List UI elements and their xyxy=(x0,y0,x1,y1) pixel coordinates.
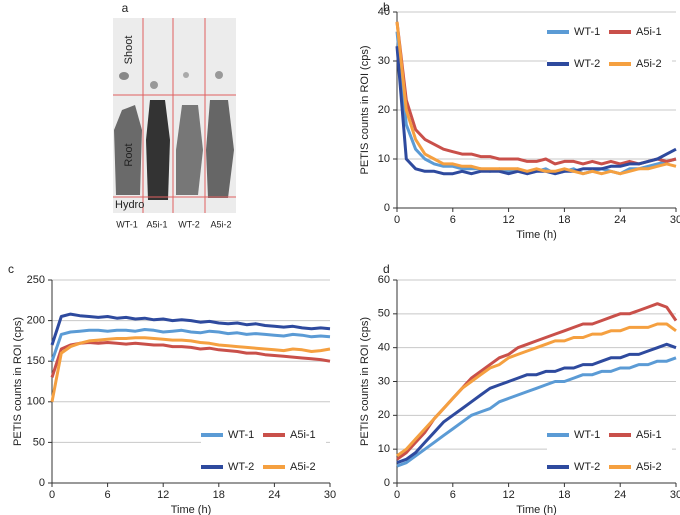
x-tick-label: 24 xyxy=(268,489,280,501)
panel-label: d xyxy=(383,262,390,276)
legend-label: WT-1 xyxy=(228,429,254,441)
y-tick-label: 200 xyxy=(27,315,45,327)
legend-label: A5i-1 xyxy=(636,26,662,38)
series-line xyxy=(50,341,331,378)
legend-label: A5i-2 xyxy=(290,461,316,473)
panel-label: c xyxy=(8,262,14,276)
x-tick-label: 0 xyxy=(49,489,55,501)
x-tick-label: 24 xyxy=(614,214,626,226)
x-tick-label: 30 xyxy=(324,489,336,501)
chart: d 0 10 20 30 40 50 60 0 6 12 18 24 30 Time (h) PETIS co… xyxy=(359,262,680,515)
series-line xyxy=(395,21,677,176)
x-tick-label: 6 xyxy=(105,489,111,501)
image-panel: a Shoot Root Hydro WT-1 A5i-1 WT-2 A5i-2 xyxy=(113,1,236,229)
series-line xyxy=(395,46,677,176)
y-tick-label: 60 xyxy=(378,274,390,286)
x-tick-label: 12 xyxy=(502,214,514,226)
x-axis-label: Time (h) xyxy=(516,229,557,241)
legend-label: A5i-1 xyxy=(290,429,316,441)
x-tick-label: 18 xyxy=(558,489,570,501)
y-tick-label: 0 xyxy=(384,477,390,489)
x-axis-label: Time (h) xyxy=(516,504,557,515)
x-tick-label: 0 xyxy=(394,489,400,501)
blob xyxy=(119,72,129,80)
lane-label: A5i-1 xyxy=(146,219,167,229)
y-tick-label: 30 xyxy=(378,55,390,67)
x-tick-label: 12 xyxy=(157,489,169,501)
y-tick-label: 40 xyxy=(378,342,390,354)
lane-label: A5i-2 xyxy=(210,219,231,229)
y-tick-label: 10 xyxy=(378,153,390,165)
blob xyxy=(183,72,189,78)
x-tick-label: 6 xyxy=(450,214,456,226)
series-line xyxy=(50,312,331,346)
y-axis-label: PETIS counts in ROI (cps) xyxy=(359,46,371,175)
panel-label: b xyxy=(383,0,390,14)
legend-label: WT-2 xyxy=(228,461,254,473)
x-tick-label: 30 xyxy=(670,214,680,226)
lane-label: WT-2 xyxy=(178,219,200,229)
legend-label: A5i-1 xyxy=(636,429,662,441)
chart: b 0 10 20 30 40 0 6 12 18 24 30 Time (h) PETIS counts… xyxy=(359,0,680,241)
y-tick-label: 50 xyxy=(378,308,390,320)
x-tick-label: 30 xyxy=(670,489,680,501)
legend-label: A5i-2 xyxy=(636,58,662,70)
series-line xyxy=(396,322,677,458)
panel-label: a xyxy=(122,1,129,15)
y-tick-label: 150 xyxy=(27,355,45,367)
y-tick-label: 40 xyxy=(378,6,390,18)
chart: c 0 50 100 150 200 250 0 6 12 18 24 30 Time (h) PETIS … xyxy=(8,262,336,515)
region-label: Hydro xyxy=(115,199,144,211)
lane-label: WT-1 xyxy=(116,219,138,229)
legend-label: WT-2 xyxy=(574,58,600,70)
region-label: Shoot xyxy=(123,36,135,65)
root-blob xyxy=(114,105,142,195)
x-tick-label: 0 xyxy=(394,214,400,226)
y-tick-label: 50 xyxy=(33,436,45,448)
x-axis-label: Time (h) xyxy=(171,504,212,515)
root-blob xyxy=(146,100,170,200)
series-line xyxy=(396,342,677,465)
y-axis-label: PETIS counts in ROI (cps) xyxy=(359,317,371,446)
x-tick-label: 24 xyxy=(614,489,626,501)
blob xyxy=(215,71,223,79)
legend-label: WT-1 xyxy=(574,26,600,38)
region-label: Root xyxy=(123,143,135,166)
blob xyxy=(150,81,158,89)
y-tick-label: 0 xyxy=(384,202,390,214)
series-line xyxy=(50,328,331,362)
y-tick-label: 100 xyxy=(27,396,45,408)
y-tick-label: 0 xyxy=(39,477,45,489)
y-axis-label: PETIS counts in ROI (cps) xyxy=(12,317,24,446)
x-tick-label: 6 xyxy=(450,489,456,501)
x-tick-label: 18 xyxy=(558,214,570,226)
roi-lines xyxy=(113,18,236,213)
y-tick-label: 20 xyxy=(378,104,390,116)
series-line xyxy=(396,356,677,468)
series-line xyxy=(395,21,677,166)
y-tick-label: 30 xyxy=(378,375,390,387)
y-tick-label: 20 xyxy=(378,409,390,421)
root-blob xyxy=(176,105,203,195)
x-tick-label: 18 xyxy=(213,489,225,501)
y-tick-label: 250 xyxy=(27,274,45,286)
x-tick-label: 12 xyxy=(502,489,514,501)
root-blob xyxy=(206,100,234,198)
legend-label: WT-2 xyxy=(574,461,600,473)
y-tick-label: 10 xyxy=(378,443,390,455)
legend-label: WT-1 xyxy=(574,429,600,441)
legend-label: A5i-2 xyxy=(636,461,662,473)
series-line xyxy=(50,336,331,403)
